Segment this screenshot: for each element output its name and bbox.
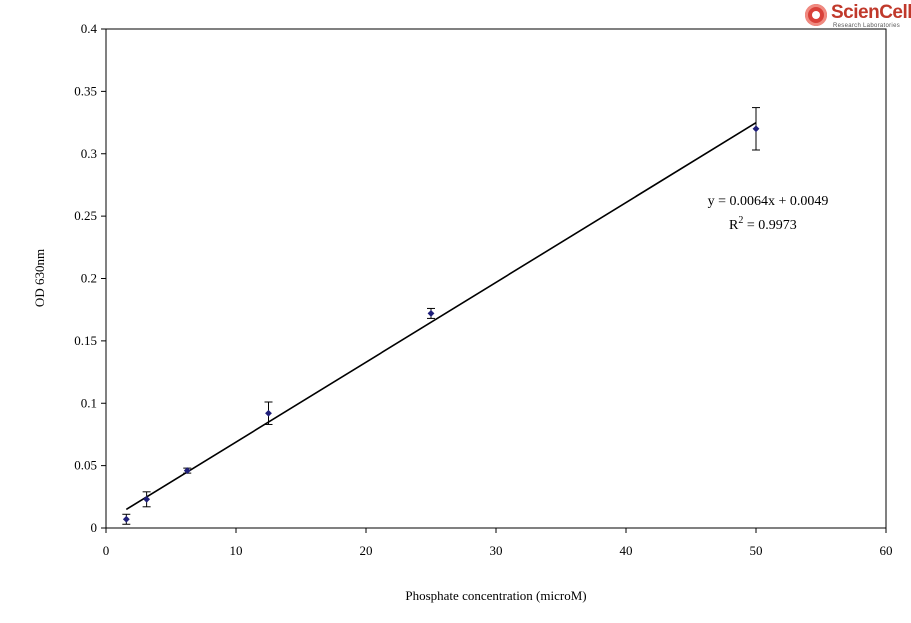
y-tick-label: 0.4 <box>81 21 98 36</box>
data-points <box>122 125 760 523</box>
data-point <box>143 495 151 503</box>
y-tick-label: 0.1 <box>81 395 97 410</box>
data-point <box>183 467 191 475</box>
x-axis: 0 10 20 30 40 50 60 <box>103 528 893 558</box>
y-axis-title: OD 630nm <box>32 249 47 307</box>
r-squared-r: R <box>729 218 739 233</box>
x-tick-label: 60 <box>880 543 893 558</box>
trendline <box>125 122 757 511</box>
r-squared-label: R2 = 0.9973 <box>729 215 797 233</box>
y-tick-label: 0.3 <box>81 146 97 161</box>
r-squared-superscript: 2 <box>738 215 743 226</box>
data-point <box>122 515 130 523</box>
data-point <box>427 310 435 317</box>
trendline-equation: y = 0.0064x + 0.0049 <box>708 194 829 209</box>
data-point <box>752 125 760 133</box>
sciencell-logo: ScienCell Research Laboratories <box>805 2 911 34</box>
y-tick-label: 0.25 <box>74 208 97 223</box>
x-tick-label: 50 <box>750 543 763 558</box>
x-tick-label: 10 <box>230 543 243 558</box>
x-tick-label: 0 <box>103 543 110 558</box>
x-tick-label: 30 <box>490 543 503 558</box>
logo-mark-icon <box>805 4 827 26</box>
y-tick-label: 0.15 <box>74 333 97 348</box>
y-axis: 0 0.05 0.1 0.15 0.2 0.25 0.3 0.35 0.4 <box>74 21 106 535</box>
logo-name: ScienCell <box>831 2 911 23</box>
plot-area <box>105 28 887 529</box>
y-tick-label: 0.35 <box>74 83 97 98</box>
y-tick-label: 0.05 <box>74 458 97 473</box>
x-axis-title: Phosphate concentration (microM) <box>405 588 586 603</box>
x-tick-label: 40 <box>620 543 633 558</box>
r-squared-value: = 0.9973 <box>743 218 796 233</box>
x-tick-label: 20 <box>360 543 373 558</box>
y-tick-label: 0.2 <box>81 271 97 286</box>
y-tick-label: 0 <box>91 520 98 535</box>
trendline-group <box>125 122 757 511</box>
logo-tagline: Research Laboratories <box>833 23 900 29</box>
data-point <box>265 409 272 417</box>
